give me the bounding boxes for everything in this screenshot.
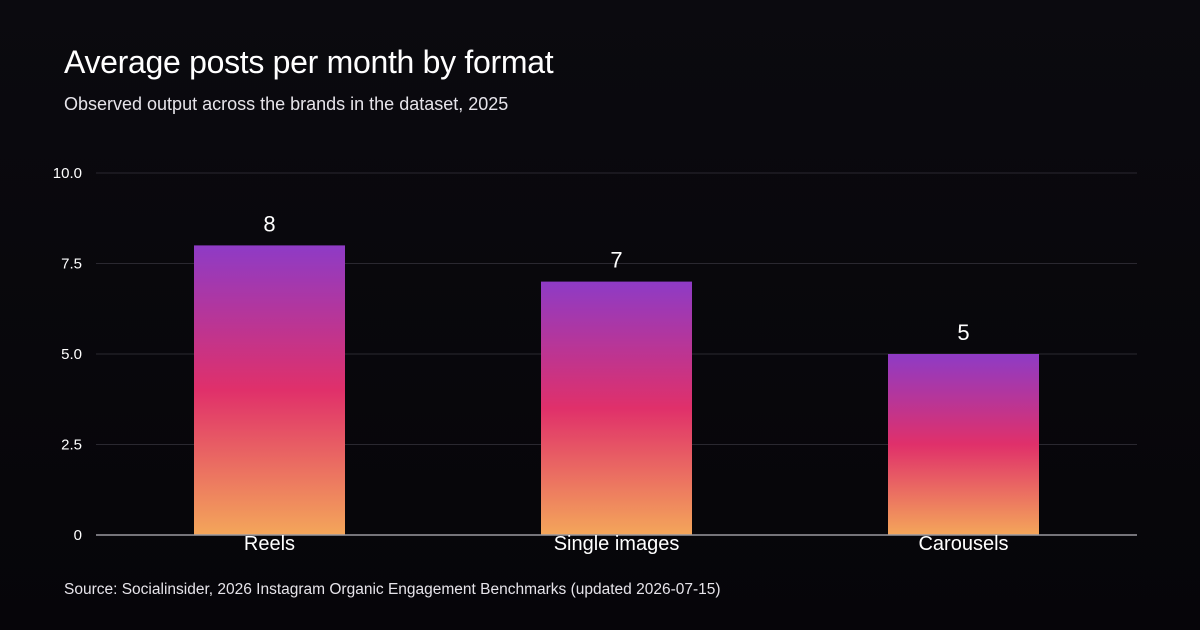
bar-value-label: 7 [610, 248, 622, 273]
category-label: Carousels [918, 533, 1008, 555]
source-note: Source: Socialinsider, 2026 Instagram Or… [64, 581, 721, 598]
y-axis-ticks: 0 2.5 5.0 7.5 10.0 [53, 165, 82, 544]
chart-subtitle: Observed output across the brands in the… [64, 94, 509, 114]
category-label: Reels [244, 533, 295, 555]
category-label: Single images [554, 533, 680, 555]
bar-value-label: 5 [957, 320, 969, 345]
bar-single-images [541, 281, 692, 535]
y-tick-label: 0 [74, 527, 82, 544]
bars [194, 245, 1039, 535]
bar-carousels [888, 354, 1039, 535]
category-labels: Reels Single images Carousels [244, 533, 1009, 555]
y-tick-label: 5.0 [61, 346, 82, 363]
bar-reels [194, 245, 345, 535]
y-tick-label: 2.5 [61, 437, 82, 454]
chart-title: Average posts per month by format [64, 44, 554, 80]
y-tick-label: 7.5 [61, 256, 82, 273]
y-tick-label: 10.0 [53, 165, 82, 182]
bar-value-label: 8 [263, 211, 275, 236]
value-labels: 8 7 5 [263, 211, 969, 345]
